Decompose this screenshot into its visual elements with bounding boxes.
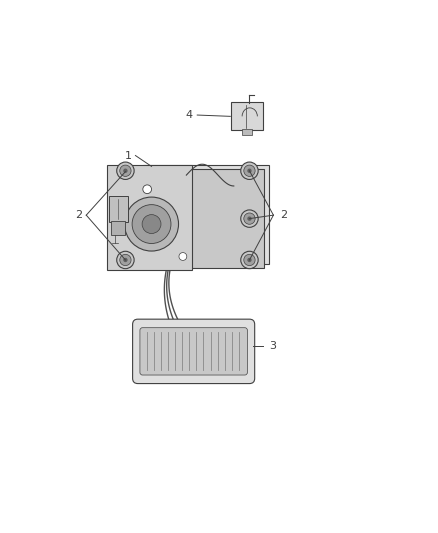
Circle shape [120,254,131,265]
Circle shape [142,215,161,233]
Circle shape [123,258,127,262]
Circle shape [247,258,252,262]
Circle shape [120,165,131,176]
FancyBboxPatch shape [242,129,252,135]
FancyBboxPatch shape [140,328,247,375]
Circle shape [244,254,255,265]
Circle shape [241,210,258,228]
Circle shape [143,185,152,193]
Circle shape [247,168,252,173]
FancyBboxPatch shape [107,165,192,270]
FancyBboxPatch shape [189,169,264,268]
Circle shape [123,168,127,173]
Text: 2: 2 [75,210,82,220]
Circle shape [179,253,187,261]
FancyBboxPatch shape [111,221,125,235]
Circle shape [244,213,255,224]
Text: 2: 2 [280,210,287,220]
FancyBboxPatch shape [133,319,254,384]
Circle shape [117,162,134,180]
Circle shape [244,165,255,176]
Text: 4: 4 [186,110,193,120]
Text: 3: 3 [269,341,276,351]
Circle shape [117,251,134,269]
FancyBboxPatch shape [110,196,127,222]
Circle shape [241,162,258,180]
Circle shape [124,197,179,251]
Circle shape [132,205,171,244]
Circle shape [241,251,258,269]
FancyBboxPatch shape [143,165,268,264]
Text: 1: 1 [125,150,132,160]
Circle shape [247,216,252,221]
FancyBboxPatch shape [231,102,263,130]
